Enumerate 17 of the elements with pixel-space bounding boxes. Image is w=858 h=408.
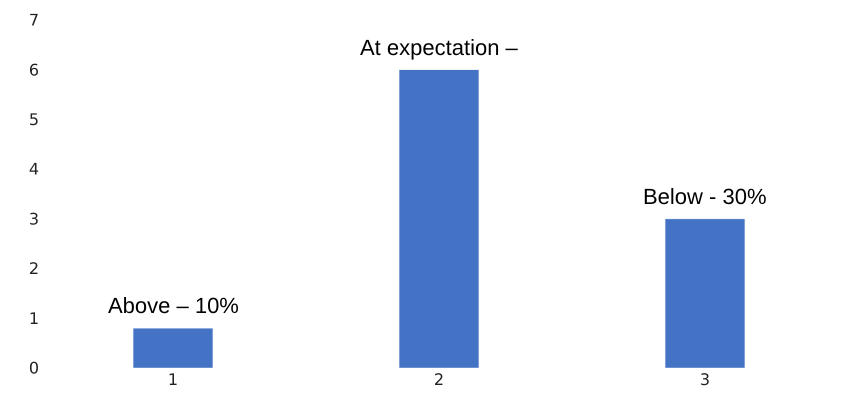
bar [398, 69, 480, 368]
x-tick-label: 1 [168, 370, 178, 389]
annotation: Above – 10% [108, 293, 239, 318]
annotation: Below - 30% [643, 184, 767, 209]
bar [664, 218, 746, 368]
y-tick-label: 6 [28, 60, 39, 80]
bar [132, 328, 214, 368]
x-tick-label: 3 [700, 370, 710, 389]
y-tick-label: 7 [28, 10, 39, 30]
annotation: At expectation – [360, 35, 519, 60]
y-tick-label: 4 [28, 160, 39, 179]
y-tick-label: 0 [28, 358, 39, 378]
x-tick-label: 2 [434, 370, 444, 389]
y-tick-label: 1 [28, 308, 39, 328]
y-tick-label: 5 [28, 110, 39, 130]
y-tick-label: 2 [28, 259, 39, 278]
y-tick-label: 3 [28, 209, 39, 228]
